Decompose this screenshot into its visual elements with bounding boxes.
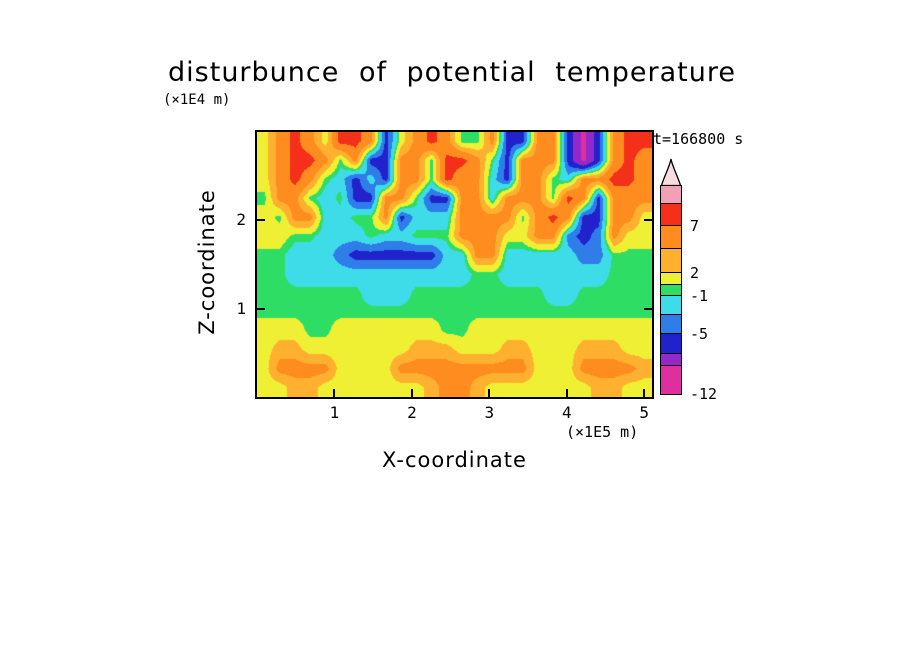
colorbar-cell	[661, 186, 681, 204]
x-tick-label: 4	[561, 403, 572, 422]
x-axis-label: X-coordinate	[382, 448, 527, 472]
colorbar-tick-label: -1	[690, 287, 709, 305]
plot-area	[255, 130, 654, 399]
colorbar-cell	[661, 296, 681, 315]
x-axis-units: (×1E5 m)	[566, 423, 639, 441]
y-axis-label: Z-coordinate	[195, 189, 219, 335]
y-axis-units: (×1E4 m)	[163, 92, 231, 108]
y-tick-mark-left	[257, 307, 265, 310]
colorbar	[660, 158, 682, 398]
x-tick-label: 3	[484, 403, 495, 422]
heatmap-canvas	[257, 132, 652, 397]
x-tick-label: 1	[329, 403, 340, 422]
time-annotation: t=166800 s	[653, 130, 744, 148]
colorbar-cell	[661, 204, 681, 226]
colorbar-bar	[660, 185, 682, 395]
y-tick-mark-right	[644, 307, 652, 310]
colorbar-cell	[661, 366, 681, 394]
x-tick-mark	[643, 389, 646, 397]
x-tick-mark	[410, 389, 413, 397]
x-tick-mark	[565, 389, 568, 397]
y-tick-label: 1	[236, 298, 246, 318]
colorbar-cell	[661, 285, 681, 296]
x-tick-mark	[488, 389, 491, 397]
x-tick-label: 5	[639, 403, 650, 422]
colorbar-tick-label: -12	[690, 385, 718, 403]
colorbar-cell	[661, 315, 681, 334]
x-tick-label: 2	[407, 403, 417, 422]
colorbar-cell	[661, 354, 681, 366]
colorbar-cell	[661, 249, 681, 273]
y-tick-mark-right	[644, 219, 652, 222]
colorbar-cell	[661, 226, 681, 249]
y-tick-label: 2	[236, 210, 246, 230]
colorbar-arrow-icon	[660, 158, 682, 186]
colorbar-tick-label: 2	[690, 264, 700, 282]
x-tick-mark	[333, 389, 336, 397]
y-tick-mark-left	[257, 219, 265, 222]
colorbar-tick-label: -5	[690, 325, 709, 343]
colorbar-tick-label: 7	[690, 217, 700, 235]
colorbar-cell	[661, 334, 681, 354]
chart-title: disturbunce of potential temperature	[168, 57, 736, 88]
colorbar-cell	[661, 273, 681, 285]
